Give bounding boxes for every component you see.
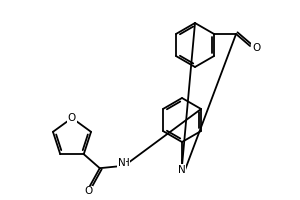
Text: O: O xyxy=(68,113,76,123)
Text: O: O xyxy=(85,186,93,196)
Text: O: O xyxy=(252,43,260,53)
Text: N: N xyxy=(118,158,126,168)
Text: H: H xyxy=(122,158,130,168)
Text: N: N xyxy=(178,165,186,175)
